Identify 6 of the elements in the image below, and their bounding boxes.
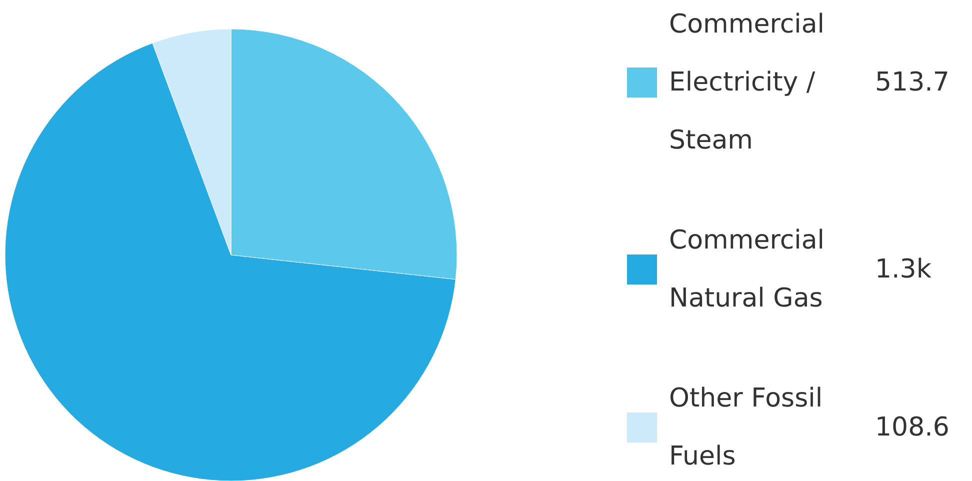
- data-label: 1.3k: [875, 254, 932, 284]
- legend-label: Commercial Electricity / Steam: [669, 10, 825, 156]
- legend-label: Commercial Natural Gas: [669, 226, 825, 314]
- data-label: 513.7: [875, 68, 950, 98]
- legend-label: Other Fossil Fuels: [669, 384, 823, 472]
- data-label: 108.6: [875, 412, 950, 442]
